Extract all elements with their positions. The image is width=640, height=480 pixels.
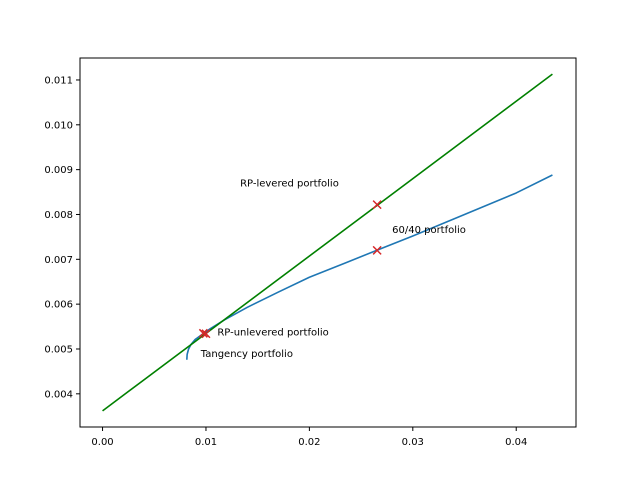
y-tick-label: 0.009 (44, 165, 73, 176)
x-tick-label: 0.01 (195, 437, 217, 448)
portfolio-marker-3 (372, 200, 382, 210)
axes-frame (79, 57, 577, 428)
portfolio-marker-0 (201, 329, 211, 339)
annotation-label-1: 60/40 portfolio (392, 225, 466, 236)
series-line-1 (102, 73, 553, 412)
portfolio-marker-1 (198, 328, 208, 338)
portfolio-marker-2 (372, 245, 382, 255)
y-tick-label: 0.010 (44, 120, 73, 131)
annotation-label-2: RP-unlevered portfolio (217, 328, 328, 339)
y-tick-label: 0.006 (44, 300, 73, 311)
x-tick-label: 0.03 (402, 437, 424, 448)
plot-lines (102, 73, 553, 412)
annotations: RP-levered portfolio 60/40 portfolio RP-un… (200, 179, 466, 360)
annotation-label-0: RP-levered portfolio (240, 179, 339, 190)
plot-markers (198, 200, 382, 339)
y-tick-label: 0.007 (44, 255, 73, 266)
x-axis: 0.00 0.01 0.02 0.03 0.04 (91, 427, 527, 448)
x-tick-label: 0.00 (91, 437, 113, 448)
y-tick-label: 0.005 (44, 344, 73, 355)
y-axis: 0.004 0.005 0.006 0.007 0.008 0.009 0.010 0.011 (44, 75, 80, 400)
annotation-label-3: Tangency portfolio (200, 349, 293, 360)
x-tick-label: 0.04 (505, 437, 527, 448)
y-tick-label: 0.008 (44, 210, 73, 221)
y-tick-label: 0.004 (44, 389, 73, 400)
y-tick-label: 0.011 (44, 75, 73, 86)
x-tick-label: 0.02 (298, 437, 320, 448)
